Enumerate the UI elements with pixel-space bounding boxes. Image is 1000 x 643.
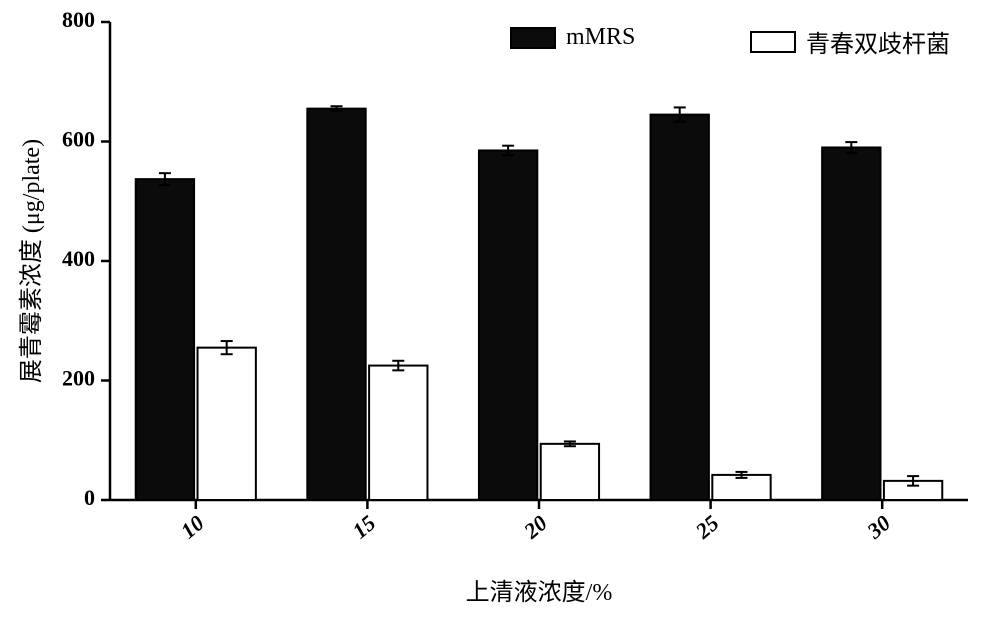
- bar: [307, 109, 365, 500]
- bar: [136, 179, 194, 500]
- bar: [479, 150, 537, 500]
- y-axis-title: 展青霉素浓度 (μg/plate): [14, 247, 42, 275]
- y-tick-label: 0: [84, 485, 95, 510]
- legend-item-mmrs: mMRS: [510, 24, 635, 51]
- legend-label-bifido: 青春双歧杆菌: [806, 24, 950, 59]
- bar-chart: 0 200 400 600 800 10 15 20 25 30 展青霉素浓度 (μg/plate…: [0, 0, 1000, 638]
- x-tick-label: 30: [861, 510, 895, 544]
- x-axis-title: 上清液浓度/%: [439, 572, 639, 607]
- y-tick-label: 400: [62, 246, 95, 271]
- chart-svg: 0 200 400 600 800 10 15 20 25 30: [0, 0, 1000, 638]
- y-tick-label: 800: [62, 7, 95, 32]
- y-tick-label: 600: [62, 127, 95, 152]
- y-tick-label: 200: [62, 366, 95, 391]
- bar: [822, 147, 880, 500]
- bar: [651, 115, 709, 500]
- bar: [198, 348, 256, 500]
- x-tick-label: 15: [347, 510, 380, 543]
- legend-label-mmrs: mMRS: [566, 24, 635, 51]
- x-tick-label: 25: [690, 510, 724, 544]
- legend-item-bifido: 青春双歧杆菌: [750, 24, 950, 59]
- legend-swatch-bifido: [750, 31, 796, 53]
- x-tick-label: 20: [518, 510, 552, 544]
- legend-swatch-mmrs: [510, 27, 556, 49]
- bar: [369, 366, 427, 500]
- bar: [541, 444, 599, 500]
- x-tick-label: 10: [176, 510, 209, 543]
